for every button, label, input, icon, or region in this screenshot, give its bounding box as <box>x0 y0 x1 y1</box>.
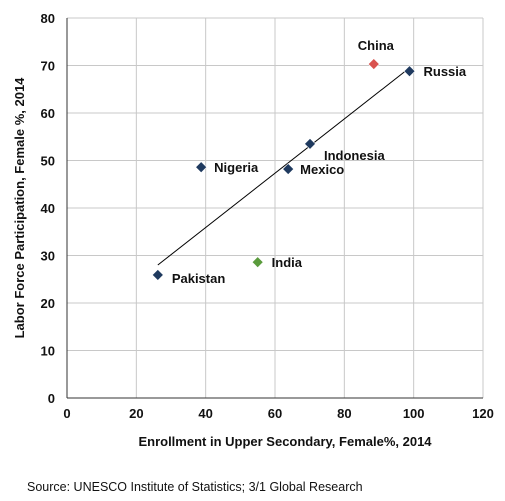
y-axis-title: Labor Force Participation, Female %, 201… <box>12 77 27 339</box>
x-tick-label: 100 <box>403 406 425 421</box>
y-tick-label: 50 <box>41 154 55 169</box>
source-note: Source: UNESCO Institute of Statistics; … <box>27 480 363 494</box>
y-tick-label: 20 <box>41 296 55 311</box>
point-label-nigeria: Nigeria <box>214 160 259 175</box>
point-russia-marker <box>403 65 416 78</box>
point-indonesia-marker <box>304 137 316 150</box>
x-tick-label: 40 <box>198 406 212 421</box>
y-tick-label: 30 <box>41 249 55 264</box>
x-tick-label: 0 <box>63 406 70 421</box>
point-china-marker <box>367 58 380 70</box>
point-label-pakistan: Pakistan <box>172 271 226 286</box>
x-tick-label: 120 <box>472 406 494 421</box>
point-india-marker <box>251 256 264 269</box>
point-mexico-marker <box>282 163 295 175</box>
y-tick-label: 10 <box>41 344 55 359</box>
y-tick-label: 80 <box>41 11 55 26</box>
y-tick-label: 70 <box>41 59 55 74</box>
point-label-indonesia: Indonesia <box>324 148 385 163</box>
point-label-russia: Russia <box>424 64 467 79</box>
y-tick-label: 40 <box>41 201 55 216</box>
point-label-mexico: Mexico <box>300 162 344 177</box>
point-label-china: China <box>358 38 395 53</box>
trendline <box>157 67 410 266</box>
x-tick-label: 60 <box>268 406 282 421</box>
x-tick-label: 20 <box>129 406 143 421</box>
point-label-india: India <box>272 255 303 270</box>
x-tick-label: 80 <box>337 406 351 421</box>
y-tick-label: 0 <box>48 391 55 406</box>
y-tick-label: 60 <box>41 106 55 121</box>
x-axis-title: Enrollment in Upper Secondary, Female%, … <box>138 434 432 449</box>
scatter-chart: 0 20 40 60 80 100 120 0 10 20 30 40 50 60 70 80 Enrollme… <box>12 11 494 449</box>
point-nigeria-marker <box>195 161 208 174</box>
point-pakistan-marker <box>151 269 164 281</box>
